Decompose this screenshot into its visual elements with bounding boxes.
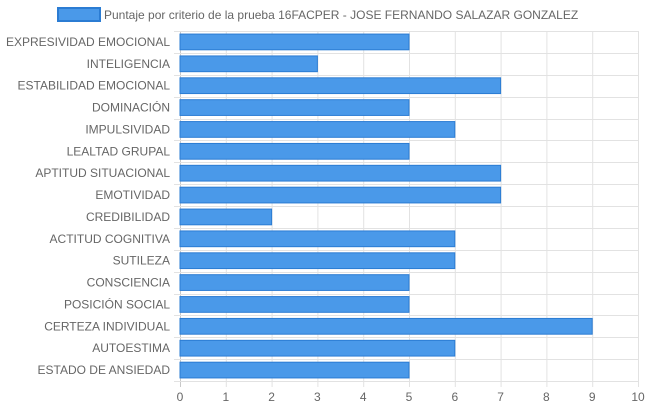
bar[interactable] (179, 317, 593, 335)
bar[interactable] (179, 339, 456, 357)
y-tick-label: ESTADO DE ANSIEDAD (38, 363, 171, 377)
y-tick-label: ACTITUD COGNITIVA (50, 232, 170, 246)
bar[interactable] (179, 164, 502, 182)
bars (179, 33, 593, 379)
y-tick-label: DOMINACIÓN (92, 100, 170, 115)
x-tick-label: 7 (497, 390, 504, 404)
bar[interactable] (179, 77, 502, 95)
x-tick-label: 5 (406, 390, 413, 404)
x-tick-label: 8 (543, 390, 550, 404)
legend-swatch (57, 7, 101, 22)
bar[interactable] (179, 296, 410, 313)
bar[interactable] (179, 55, 318, 73)
bar[interactable] (179, 121, 456, 138)
y-tick-label: AUTOESTIMA (92, 341, 170, 355)
y-tick-label: SUTILEZA (113, 254, 170, 268)
x-tick-label: 1 (222, 390, 229, 404)
legend[interactable]: Puntaje por criterio de la prueba 16FACP… (57, 7, 578, 22)
bar[interactable] (179, 274, 410, 291)
x-tick-label: 10 (631, 390, 645, 404)
x-tick-label: 2 (268, 390, 275, 404)
bar[interactable] (179, 33, 410, 51)
bar[interactable] (179, 142, 410, 160)
x-tick-label: 4 (360, 390, 367, 404)
bar[interactable] (179, 99, 410, 116)
bar[interactable] (179, 208, 273, 226)
x-tick-label: 9 (589, 390, 596, 404)
y-tick-label: CERTEZA INDIVIDUAL (44, 319, 170, 333)
bar[interactable] (179, 230, 456, 248)
legend-label: Puntaje por criterio de la prueba 16FACP… (104, 8, 578, 22)
x-tick-label: 6 (451, 390, 458, 404)
bar[interactable] (179, 361, 410, 379)
x-tick-label: 0 (177, 390, 184, 404)
y-axis-labels: EXPRESIVIDAD EMOCIONAL INTELIGENCIA ESTABI… (6, 35, 170, 377)
x-axis-labels: 0 1 2 3 4 5 6 7 8 9 10 (177, 390, 645, 404)
bar[interactable] (179, 252, 456, 270)
y-tick-label: INTELIGENCIA (87, 57, 170, 71)
y-tick-label: EMOTIVIDAD (95, 188, 170, 202)
y-tick-label: CREDIBILIDAD (86, 210, 170, 224)
y-tick-label: IMPULSIVIDAD (85, 122, 170, 136)
y-tick-label: LEALTAD GRUPAL (67, 144, 171, 158)
y-tick-label: APTITUD SITUACIONAL (35, 166, 170, 180)
y-tick-label: ESTABILIDAD EMOCIONAL (18, 79, 171, 93)
x-tick-label: 3 (314, 390, 321, 404)
y-tick-label: CONSCIENCIA (87, 276, 170, 290)
y-tick-label: POSICIÓN SOCIAL (64, 296, 170, 311)
bar[interactable] (179, 186, 502, 204)
y-tick-label: EXPRESIVIDAD EMOCIONAL (6, 35, 170, 49)
